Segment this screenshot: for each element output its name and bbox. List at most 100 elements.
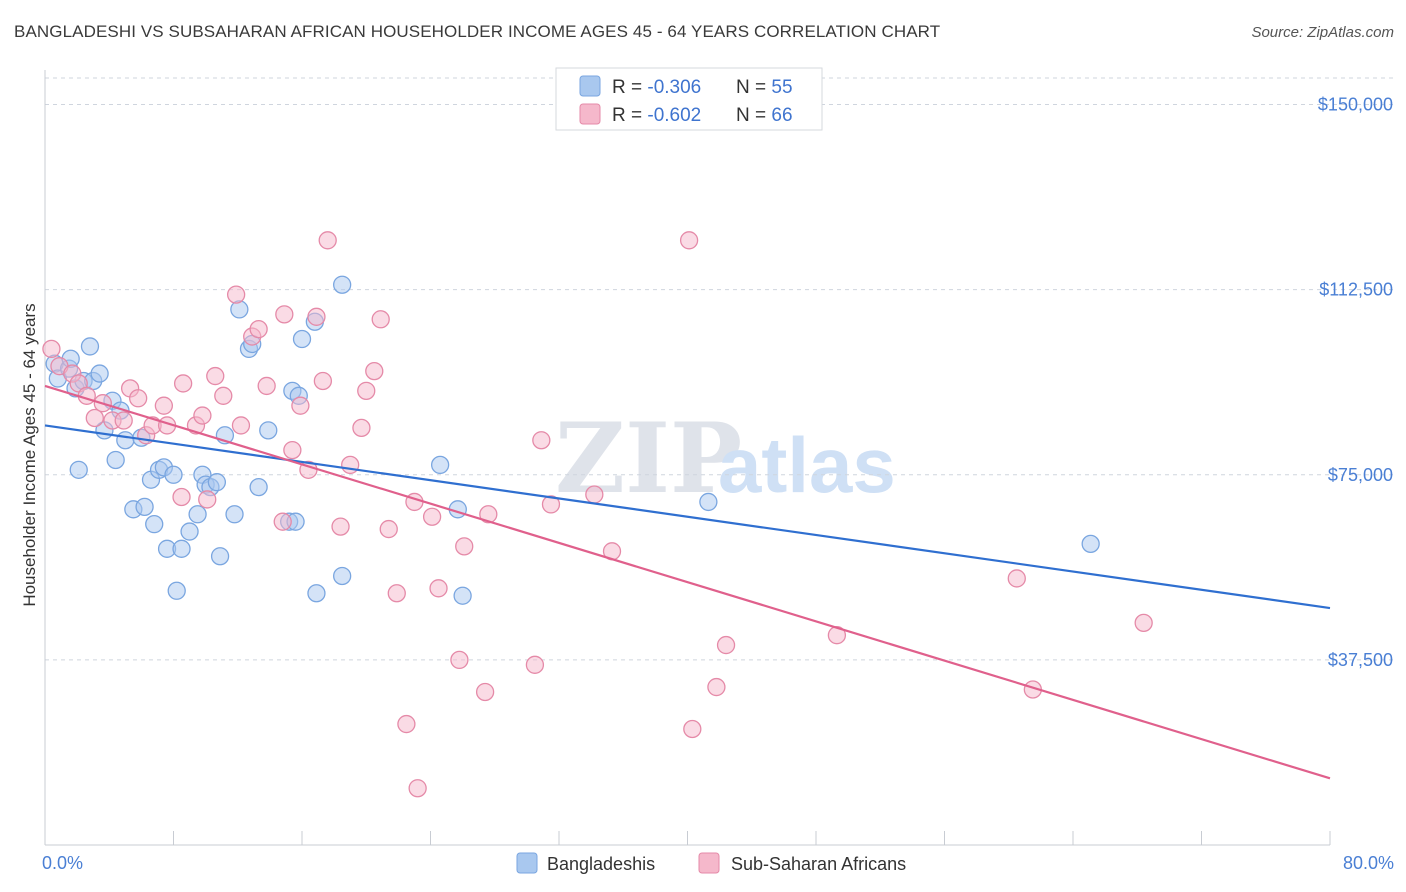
- sub-saharan-point-37: [352, 418, 371, 438]
- sub-saharan-point-25: [249, 320, 268, 339]
- watermark-atlas: atlas: [718, 421, 896, 509]
- legend-swatch-bangladeshis: [516, 852, 538, 874]
- gridlines: [45, 77, 1395, 661]
- axes: [44, 70, 1331, 846]
- bangladeshi-point-31: [207, 473, 227, 492]
- legend-swatch-blue: [579, 75, 601, 97]
- sub-saharan-point-15: [172, 487, 191, 507]
- trend-lines: [44, 384, 1331, 780]
- sub-saharan-point-50: [475, 682, 495, 702]
- bangladeshi-point-23: [164, 465, 183, 484]
- y-axis-label: Householder Income Ages 45 - 64 years: [20, 303, 39, 606]
- sub-saharan-point-18: [193, 406, 212, 425]
- bangladeshi-point-51: [453, 586, 472, 605]
- sub-saharan-point-41: [379, 519, 398, 539]
- sub-saharan-point-13: [154, 396, 174, 415]
- sub-saharan-point-34: [318, 231, 337, 250]
- legend-label-bangladeshis: Bangladeshis: [547, 854, 655, 874]
- chart-title: BANGLADESHI VS SUBSAHARAN AFRICAN HOUSEH…: [14, 22, 941, 41]
- legend-r-label: R =: [612, 105, 647, 126]
- legend-row-0-n: N = 55: [736, 77, 793, 98]
- legend-n-value: 66: [771, 105, 792, 126]
- sub-saharan-point-58: [683, 719, 702, 739]
- legend-n-label: N =: [736, 77, 771, 98]
- sub-saharan-point-36: [341, 455, 360, 475]
- sub-saharan-point-8: [114, 411, 133, 430]
- sub-saharan-point-30: [291, 396, 310, 415]
- legend-r-value: -0.602: [647, 105, 701, 126]
- legend-label-sub-saharan-africans: Sub-Saharan Africans: [731, 854, 906, 874]
- bangladeshi-point-25: [172, 539, 191, 558]
- legend-n-value: 55: [771, 77, 792, 98]
- sub-saharan-point-19: [198, 490, 217, 509]
- bangladeshi-point-24: [167, 581, 186, 600]
- bangladeshi-point-11: [106, 450, 125, 470]
- sub-saharan-point-26: [257, 376, 276, 396]
- bangladeshi-point-19: [145, 514, 164, 534]
- sub-saharan-point-0: [42, 339, 61, 359]
- sub-saharan-point-62: [1007, 569, 1026, 588]
- sub-saharan-point-28: [275, 305, 294, 324]
- sub-saharan-point-64: [1134, 613, 1153, 633]
- bangladeshi-point-8: [90, 364, 109, 383]
- sub-saharan-point-54: [541, 495, 561, 514]
- legend-swatch-sub-saharan-africans: [698, 852, 720, 874]
- sub-saharan-point-10: [129, 389, 148, 408]
- sub-saharan-point-20: [206, 366, 225, 386]
- sub-saharan-point-5: [85, 408, 104, 428]
- bangladeshi-point-38: [249, 477, 268, 497]
- sub-saharan-point-22: [226, 285, 246, 304]
- bangladeshi-point-17: [135, 497, 154, 517]
- x-tick-label-1: 80.0%: [1343, 853, 1394, 873]
- sub-saharan-point-46: [422, 507, 442, 526]
- x-tick-labels: 0.0% 80.0%: [42, 853, 1394, 873]
- bangladeshi-point-39: [259, 421, 278, 440]
- legend-r-label: R =: [612, 77, 647, 98]
- bangladeshi-point-53: [1081, 534, 1100, 554]
- series-legend: Bangladeshis Sub-Saharan Africans: [516, 852, 906, 874]
- sub-saharan-point-59: [707, 677, 726, 697]
- sub-saharan-point-23: [231, 416, 251, 435]
- sub-saharan-point-47: [429, 579, 448, 598]
- y-tick-labels: $37,500 $75,000 $112,500 $150,000: [1318, 95, 1393, 670]
- bangladeshi-point-27: [188, 505, 207, 524]
- bangladeshi-point-48: [333, 566, 352, 586]
- sub-saharan-point-49: [455, 537, 474, 556]
- y-tick-label-1: $75,000: [1328, 465, 1393, 485]
- sub-saharan-point-60: [716, 635, 736, 655]
- bangladeshi-trend-line: [44, 424, 1331, 610]
- sub-saharan-point-16: [173, 374, 193, 393]
- legend-n-label: N =: [736, 105, 771, 126]
- bangladeshi-point-52: [699, 492, 718, 512]
- bangladeshi-point-13: [116, 431, 135, 450]
- sub-saharan-point-42: [387, 584, 406, 603]
- bangladeshi-point-35: [230, 300, 249, 319]
- sub-saharan-point-45: [408, 779, 427, 798]
- sub-saharan-point-53: [532, 431, 551, 450]
- sub-saharan-point-57: [679, 231, 699, 250]
- legend-row-1-n: N = 66: [736, 105, 793, 126]
- legend-r-value: -0.306: [647, 77, 701, 98]
- sub-saharan-point-51: [479, 505, 498, 524]
- sub-saharan-point-39: [365, 361, 384, 381]
- bangladeshi-point-46: [307, 584, 326, 603]
- watermark: ZIP atlas: [555, 402, 896, 515]
- y-tick-label-3: $150,000: [1318, 95, 1393, 115]
- sub-saharan-point-48: [450, 650, 469, 670]
- bangladeshi-point-32: [210, 547, 230, 566]
- bangladeshi-point-34: [225, 505, 244, 524]
- sub-saharan-point-38: [357, 381, 376, 401]
- bangladeshi-point-14: [69, 460, 88, 479]
- bangladeshi-point-49: [430, 455, 450, 475]
- legend-row-0: R = -0.306: [612, 77, 701, 98]
- sub-saharan-point-33: [313, 371, 333, 391]
- bangladeshi-point-26: [180, 522, 199, 541]
- y-tick-label-2: $112,500: [1319, 280, 1393, 300]
- source-credit: Source: ZipAtlas.com: [1251, 24, 1394, 41]
- sub-saharan-point-29: [283, 440, 302, 460]
- legend-swatch-pink: [579, 103, 601, 125]
- sub-saharan-point-27: [273, 512, 292, 531]
- sub-saharan-point-21: [214, 386, 233, 405]
- sub-saharan-point-32: [307, 307, 326, 326]
